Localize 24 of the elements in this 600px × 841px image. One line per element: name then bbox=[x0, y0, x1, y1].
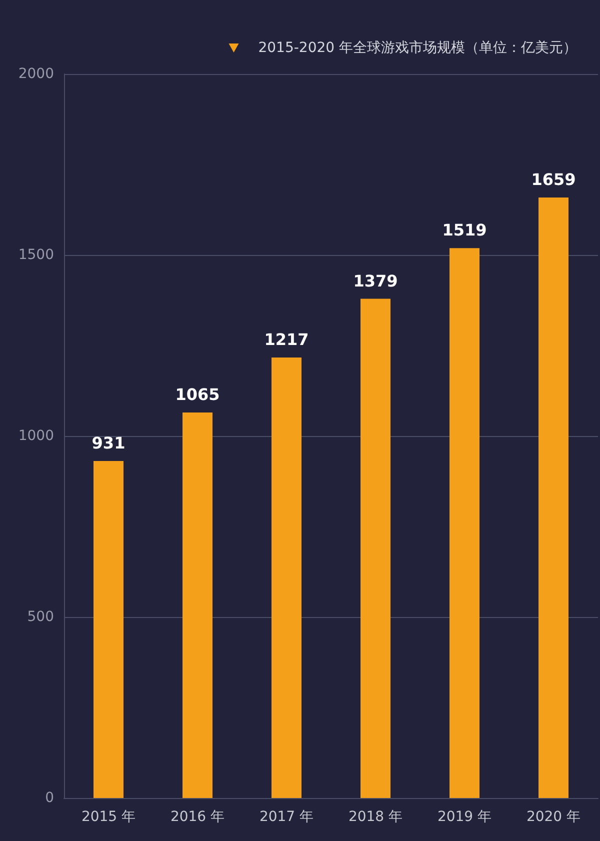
bar bbox=[360, 298, 390, 798]
y-tick-label: 1000 bbox=[18, 428, 54, 444]
data-label: 1659 bbox=[531, 170, 576, 189]
data-label: 1065 bbox=[175, 384, 220, 404]
x-tick-label: 2020 年 bbox=[526, 809, 581, 825]
legend-label: 2015-2020 年全球游戏市场规模（单位：亿美元） bbox=[258, 40, 578, 56]
data-label: 1217 bbox=[264, 330, 309, 349]
bar bbox=[450, 248, 480, 798]
bar bbox=[538, 197, 568, 798]
y-tick-label: 500 bbox=[27, 609, 54, 625]
x-tick-label: 2016 年 bbox=[170, 809, 225, 825]
data-label: 1519 bbox=[442, 220, 487, 240]
x-tick-label: 2015 年 bbox=[81, 809, 136, 825]
bar bbox=[272, 357, 302, 798]
x-tick-label: 2017 年 bbox=[259, 809, 314, 825]
y-tick-label: 1500 bbox=[18, 247, 54, 263]
y-tick-label: 2000 bbox=[18, 66, 54, 82]
y-tick-label: 0 bbox=[45, 790, 54, 806]
bar bbox=[94, 460, 124, 798]
x-tick-label: 2018 年 bbox=[348, 809, 403, 825]
bar bbox=[182, 412, 212, 798]
data-label: 931 bbox=[92, 433, 126, 452]
data-label: 1379 bbox=[353, 271, 398, 290]
x-tick-label: 2019 年 bbox=[437, 809, 492, 825]
